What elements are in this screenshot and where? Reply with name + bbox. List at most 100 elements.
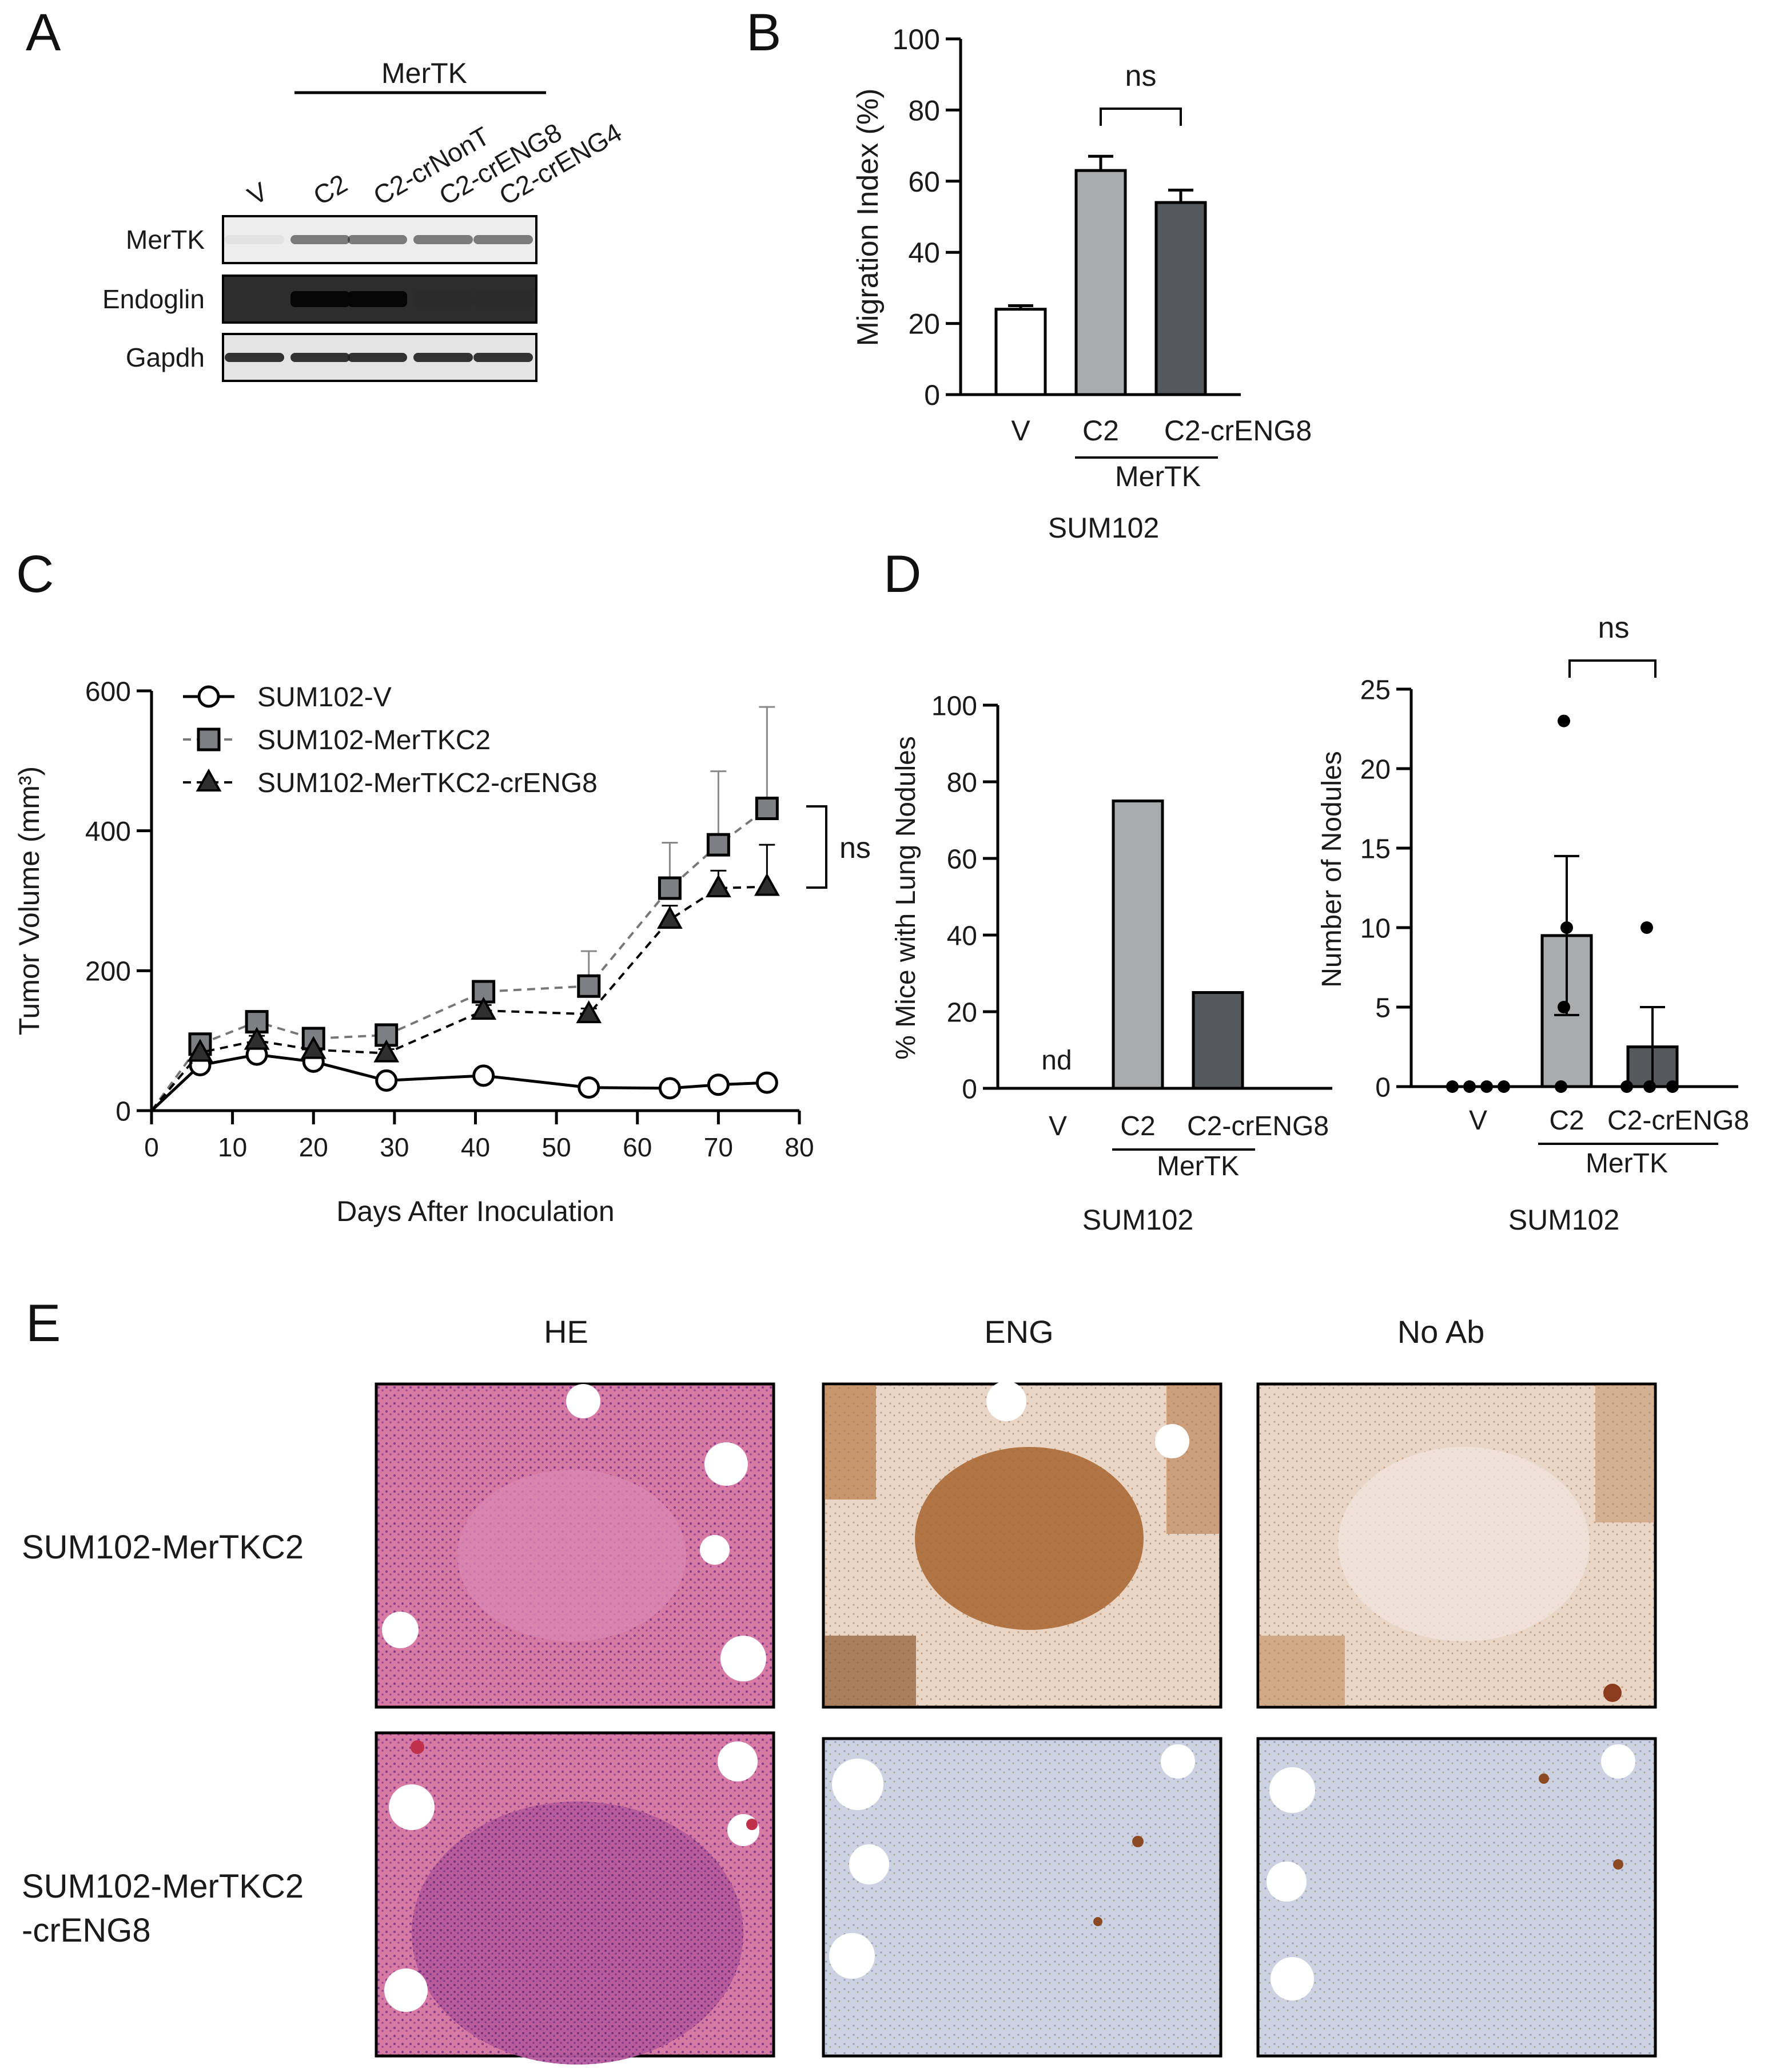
series-line <box>150 1053 767 1112</box>
data-point <box>196 768 222 792</box>
blot-band <box>225 353 284 362</box>
data-point <box>1620 1080 1633 1093</box>
data-point <box>373 1039 400 1063</box>
y-tick-label: 0 <box>116 1096 131 1127</box>
bar <box>1074 169 1127 396</box>
data-point <box>375 1069 398 1092</box>
x-tick-label: C2 <box>1549 1105 1584 1136</box>
group-label: MerTK <box>1157 1151 1239 1182</box>
cell-line-label: SUM102 <box>1048 512 1160 544</box>
data-point <box>1643 1080 1656 1093</box>
y-tick-label: 200 <box>85 957 131 987</box>
panel-b-migration-chart: 0 20 40 60 80 100 Migration Index (%) V C2 C2-crE… <box>851 23 1312 544</box>
y-axis-label: % Mice with Lung Nodules <box>891 736 921 1060</box>
panel-d-nodule-count-chart: 0 5 10 15 20 25 Number of Nodules V C2 C2-crENG8 M… <box>1317 611 1749 1179</box>
data-point <box>658 876 682 900</box>
data-point <box>755 1071 778 1094</box>
data-point <box>1640 921 1653 934</box>
bar <box>1154 201 1207 396</box>
data-point <box>1498 1080 1510 1093</box>
data-point <box>1480 1080 1493 1093</box>
y-tick-label: 80 <box>947 767 977 798</box>
bar <box>1192 991 1244 1090</box>
data-point <box>577 974 601 998</box>
panel-d-lung-nodule-percent-chart: 0 20 40 60 80 100 % Mice with Lung Nodules V C2 C… <box>891 691 1332 1182</box>
x-tick-label: 0 <box>144 1132 159 1162</box>
x-tick-label: V <box>1049 1111 1067 1142</box>
y-tick-label: 25 <box>1360 675 1391 705</box>
group-label: MerTK <box>1586 1148 1668 1179</box>
blot-band <box>473 235 533 244</box>
y-tick-label: 100 <box>931 691 977 721</box>
x-tick-label: 70 <box>704 1132 733 1162</box>
panel-letter-d: D <box>883 545 921 603</box>
nd-label: nd <box>1041 1045 1072 1076</box>
x-axis-label: Days After Inoculation <box>336 1195 614 1227</box>
blot-band <box>348 291 407 307</box>
blot-band <box>290 235 350 244</box>
x-tick-label: C2-crENG8 <box>1187 1111 1329 1142</box>
y-tick-label: 20 <box>908 308 940 340</box>
data-point <box>1446 1080 1459 1093</box>
data-point <box>1560 921 1573 934</box>
blot-band <box>225 235 284 244</box>
data-point <box>578 1076 600 1099</box>
x-tick-label: V <box>1469 1105 1487 1136</box>
histology-row-label-crENG8-line1: SUM102-MerTKC2 <box>22 1868 304 1905</box>
panel-d-right-cell-line: SUM102 <box>1508 1204 1620 1236</box>
y-tick-label: 60 <box>908 166 940 198</box>
x-tick-label: C2-crENG8 <box>1164 415 1312 447</box>
data-point <box>707 1073 730 1096</box>
y-tick-label: 80 <box>908 94 940 126</box>
panel-letter-a: A <box>26 3 61 62</box>
data-point <box>706 833 730 857</box>
y-axis-label: Migration Index (%) <box>851 89 885 347</box>
histology-row-label-crENG8-line2: -crENG8 <box>22 1912 151 1949</box>
blot-band <box>348 353 407 362</box>
y-tick-label: 40 <box>947 921 977 951</box>
significance-bracket <box>1100 108 1182 126</box>
histology-image-crENG8-he <box>375 1731 775 2065</box>
y-tick-label: 5 <box>1375 993 1391 1023</box>
data-point <box>300 1036 326 1059</box>
bar <box>1112 800 1164 1090</box>
blot-rows: MerTK Endoglin Gapdh <box>102 215 537 382</box>
blot-lane-label: V <box>242 176 273 211</box>
significance-bracket <box>1568 659 1656 678</box>
y-axis-label: Number of Nodules <box>1317 751 1347 988</box>
legend-label: SUM102-V <box>257 682 392 713</box>
x-tick-label: V <box>1011 415 1030 447</box>
data-point <box>576 1000 602 1024</box>
blot-band <box>413 353 473 362</box>
x-tick-label: C2 <box>1082 415 1119 447</box>
blot-band <box>473 353 533 362</box>
series-line <box>150 885 767 1112</box>
blot-band <box>348 235 407 244</box>
blot-band <box>290 353 350 362</box>
legend-label: SUM102-MerTKC2-crENG8 <box>257 768 598 798</box>
blot-group-label: MerTK <box>381 57 467 89</box>
data-point <box>197 727 221 751</box>
data-point <box>656 905 683 929</box>
data-point <box>755 797 779 821</box>
panel-d-left-cell-line: SUM102 <box>1082 1204 1194 1236</box>
histology-image-crENG8-no-ab <box>1256 1737 1657 2058</box>
x-tick-label: 60 <box>623 1132 652 1162</box>
y-tick-label: 100 <box>893 23 940 55</box>
blot-band <box>413 291 473 307</box>
histology-image-c2-no-ab <box>1256 1382 1657 1709</box>
blot-row-label: MerTK <box>126 225 205 254</box>
significance-label: ns <box>1125 59 1157 93</box>
x-tick-label: C2-crENG8 <box>1607 1105 1749 1136</box>
y-tick-label: 60 <box>947 844 977 874</box>
group-label: MerTK <box>1115 460 1201 492</box>
panel-c-tumor-volume-chart: 0 200 400 600 0 10 20 30 40 50 60 70 80 Days After In… <box>13 677 871 1227</box>
x-tick-label: C2 <box>1120 1111 1155 1142</box>
histology-column-he: HE <box>544 1314 588 1350</box>
data-point <box>1555 1080 1567 1093</box>
histology-row-label-c2: SUM102-MerTKC2 <box>22 1529 304 1566</box>
histology-image-c2-eng <box>822 1381 1223 1709</box>
significance-label: ns <box>839 832 871 865</box>
